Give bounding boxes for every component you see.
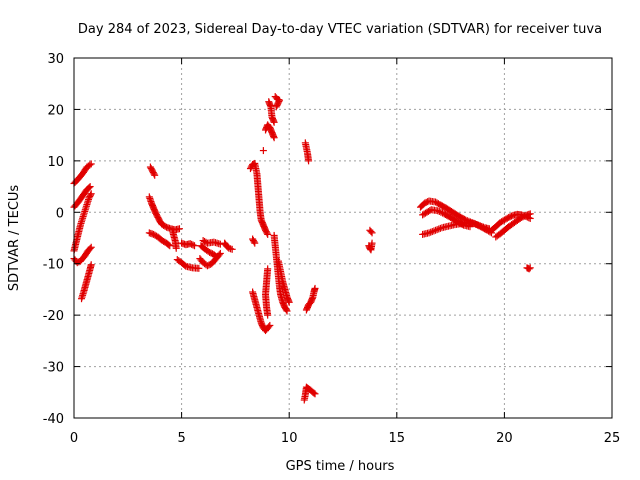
y-axis-label: SDTVAR / TECUs bbox=[7, 185, 22, 292]
data-point bbox=[273, 102, 281, 110]
data-point bbox=[434, 207, 442, 215]
data-point bbox=[436, 224, 444, 232]
data-point bbox=[425, 229, 433, 237]
data-point bbox=[437, 208, 445, 216]
x-tick-label: 20 bbox=[496, 431, 513, 446]
data-point bbox=[368, 239, 376, 247]
data-point bbox=[474, 221, 481, 229]
grid-lines bbox=[74, 58, 612, 418]
y-tick-label: -10 bbox=[43, 258, 64, 273]
x-tick-label: 10 bbox=[281, 431, 298, 446]
data-point bbox=[189, 241, 197, 249]
data-point bbox=[86, 183, 94, 191]
data-point bbox=[263, 229, 271, 237]
y-tick-label: -20 bbox=[43, 309, 64, 324]
data-point bbox=[433, 226, 441, 234]
y-tick-label: 0 bbox=[56, 206, 64, 221]
plot-frame bbox=[73, 57, 613, 419]
data-point bbox=[228, 245, 236, 253]
data-point bbox=[215, 251, 223, 259]
data-point bbox=[472, 220, 480, 228]
data-point bbox=[191, 242, 199, 250]
data-point bbox=[259, 147, 267, 155]
data-point bbox=[251, 239, 259, 247]
data-point bbox=[310, 389, 318, 397]
y-tick-label: 20 bbox=[47, 103, 64, 118]
data-point bbox=[311, 284, 319, 292]
data-point bbox=[86, 161, 94, 169]
y-tick-label: 30 bbox=[47, 52, 64, 67]
data-point bbox=[195, 264, 203, 272]
data-point bbox=[87, 190, 95, 198]
x-tick-label: 25 bbox=[604, 431, 621, 446]
data-point bbox=[526, 210, 534, 218]
axis-ticks: 0 5 10 15 20 25 -40 -30 -20 -10 0 10 20 30 bbox=[43, 52, 621, 446]
y-tick-label: 10 bbox=[47, 155, 64, 170]
data-point bbox=[368, 229, 376, 237]
chart-title: Day 284 of 2023, Sidereal Day-to-day VTE… bbox=[78, 22, 602, 37]
data-point bbox=[150, 170, 158, 178]
data-point bbox=[264, 311, 272, 319]
data-point bbox=[172, 244, 180, 252]
data-point bbox=[265, 323, 273, 331]
data-point bbox=[430, 227, 438, 235]
data-point bbox=[73, 259, 81, 267]
data-points bbox=[70, 93, 534, 404]
data-point bbox=[282, 306, 290, 314]
data-point bbox=[435, 225, 443, 233]
data-point bbox=[87, 160, 95, 168]
data-point bbox=[85, 184, 93, 192]
data-point bbox=[270, 134, 278, 142]
data-point bbox=[432, 226, 440, 234]
data-point bbox=[86, 191, 94, 199]
data-point bbox=[305, 157, 313, 165]
data-point bbox=[165, 241, 173, 249]
data-point bbox=[367, 228, 375, 236]
y-tick-label: -40 bbox=[43, 412, 64, 427]
data-point bbox=[250, 238, 258, 246]
data-point bbox=[266, 321, 274, 329]
data-point bbox=[283, 307, 291, 315]
data-point bbox=[264, 230, 272, 238]
data-point bbox=[87, 261, 95, 269]
data-point bbox=[151, 171, 159, 179]
x-tick-label: 15 bbox=[389, 431, 406, 446]
data-point bbox=[175, 225, 183, 233]
x-tick-label: 0 bbox=[70, 431, 78, 446]
data-point bbox=[427, 228, 435, 236]
data-point bbox=[285, 298, 293, 306]
data-point bbox=[311, 390, 319, 398]
data-point bbox=[435, 208, 443, 216]
data-point bbox=[216, 249, 224, 257]
data-point bbox=[272, 103, 280, 111]
data-point bbox=[470, 220, 478, 228]
data-point bbox=[86, 244, 94, 252]
data-point bbox=[270, 118, 278, 126]
data-point bbox=[526, 264, 534, 272]
y-tick-label: -30 bbox=[43, 361, 64, 376]
x-tick-label: 5 bbox=[177, 431, 185, 446]
x-axis-label: GPS time / hours bbox=[286, 459, 395, 474]
data-point bbox=[525, 265, 533, 273]
data-point bbox=[87, 243, 95, 251]
data-point bbox=[428, 228, 436, 236]
data-point bbox=[166, 242, 174, 250]
